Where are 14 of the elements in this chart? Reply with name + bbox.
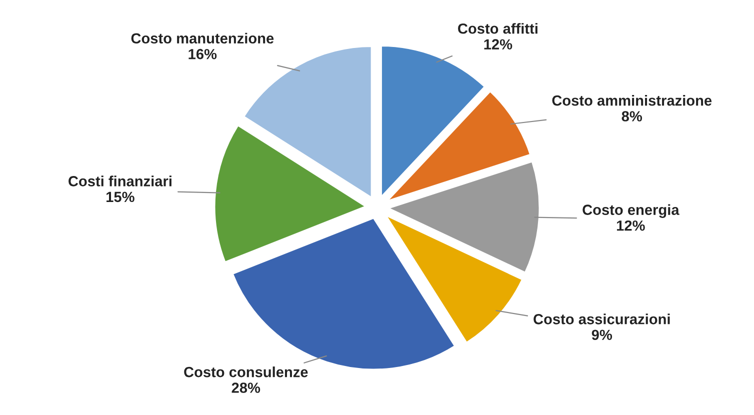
data-label: 16% [188, 48, 217, 60]
data-label: 8% [622, 111, 642, 122]
slice-label: Costo affitti [458, 23, 538, 34]
data-label: 15% [106, 192, 134, 202]
slice-label: Costo assicurazioni [534, 314, 670, 324]
data-label: 12% [616, 220, 645, 231]
slice-label: Costi finanziari [68, 176, 172, 186]
slice-label: Costo energia [582, 204, 680, 218]
data-label: 28% [232, 382, 260, 393]
slice-label: Costo consulenze [184, 366, 308, 378]
data-label: 12% [484, 39, 512, 50]
slice-label: Costo amministrazione [552, 95, 712, 106]
data-label: 9% [592, 330, 612, 340]
slice-label: Costo manutenzione [131, 32, 274, 44]
